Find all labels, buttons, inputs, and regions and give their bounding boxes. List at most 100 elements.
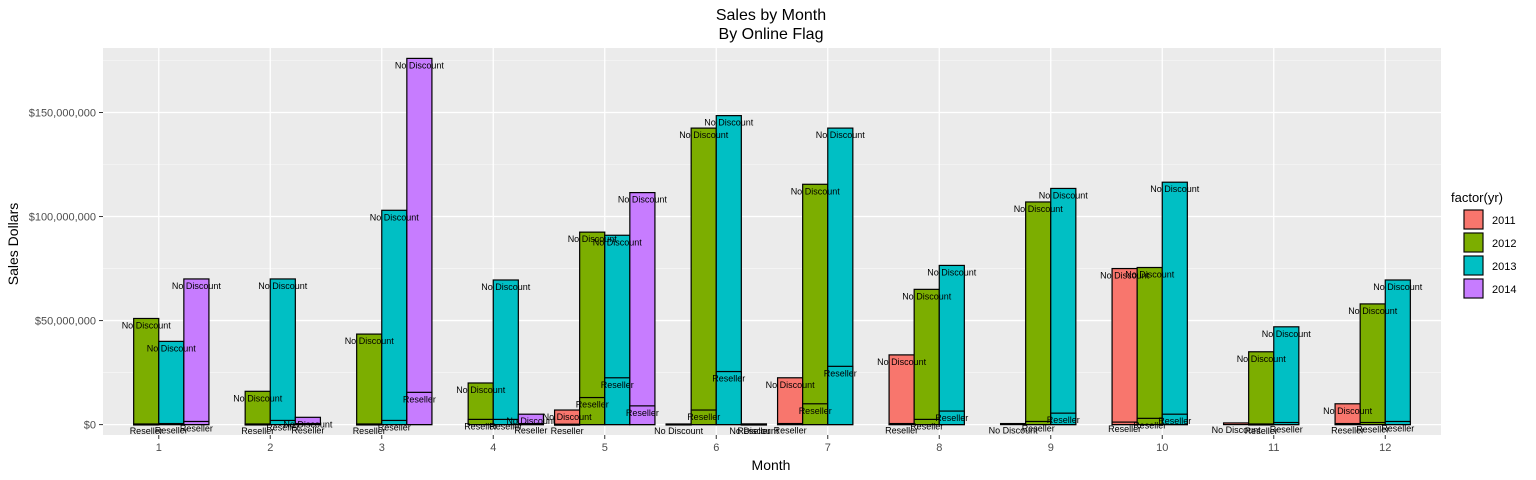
bar-label-reseller: Reseller xyxy=(799,406,832,416)
bar-2013-month-8-reseller xyxy=(938,410,965,426)
bar-label-reseller: Reseller xyxy=(464,421,497,431)
bar-2013-month-6-reseller xyxy=(715,370,742,426)
bar-label-reseller: Reseller xyxy=(1022,423,1055,433)
bar-label-reseller: Reseller xyxy=(130,426,163,436)
bar-label-reseller: Reseller xyxy=(910,421,943,431)
bar-label-reseller: Reseller xyxy=(885,426,918,436)
bar-label-reseller: Reseller xyxy=(601,380,634,390)
bar-label-no-discount: No Discount xyxy=(1125,270,1175,280)
bar-label-reseller: Reseller xyxy=(1270,425,1303,435)
plot-panel xyxy=(103,48,1441,435)
bar-label-no-discount: No Discount xyxy=(233,393,283,403)
x-tick-label: 1 xyxy=(156,442,162,454)
bar-label-reseller: Reseller xyxy=(774,426,807,436)
legend-key-2014 xyxy=(1463,278,1484,299)
bar-2012-month-6-no-discount xyxy=(690,127,717,426)
y-tick-label: $0 xyxy=(84,420,96,432)
bar-2011-month-10-no-discount xyxy=(1111,267,1138,426)
bar-label-reseller: Reseller xyxy=(1245,426,1278,436)
x-axis-title: Month xyxy=(752,457,791,473)
bar-2014-month-5-no-discount xyxy=(629,192,656,426)
bar-label-no-discount: No Discount xyxy=(902,291,952,301)
bar-label-no-discount: No Discount xyxy=(877,357,927,367)
x-tick-label: 7 xyxy=(825,442,831,454)
legend-title: factor(yr) xyxy=(1451,190,1503,205)
bar-label-no-discount: No Discount xyxy=(1237,354,1287,364)
bar-2013-month-3-no-discount xyxy=(381,209,408,426)
bar-label-reseller: Reseller xyxy=(1133,420,1166,430)
bar-label-no-discount: No Discount xyxy=(1373,282,1423,292)
bar-label-no-discount: No Discount xyxy=(1348,306,1398,316)
bar-2012-month-10-no-discount xyxy=(1136,266,1163,426)
bar-label-no-discount: No Discount xyxy=(1014,204,1064,214)
bar-label-no-discount: No Discount xyxy=(654,426,704,436)
x-tick-label: 10 xyxy=(1156,442,1168,454)
bar-label-reseller: Reseller xyxy=(1047,415,1080,425)
x-tick-label: 3 xyxy=(379,442,385,454)
bar-label-no-discount: No Discount xyxy=(395,60,445,70)
bar-label-reseller: Reseller xyxy=(514,426,547,436)
bar-2011-month-6-no-discount xyxy=(665,423,692,426)
bar-label-no-discount: No Discount xyxy=(704,118,754,128)
bar-2011-month-7-reseller xyxy=(776,422,804,426)
y-axis-title: Sales Dollars xyxy=(5,203,21,285)
bar-label-no-discount: No Discount xyxy=(370,212,420,222)
bar-label-reseller: Reseller xyxy=(576,400,609,410)
bar-2014-month-4-reseller xyxy=(517,422,545,426)
bar-2012-month-1-no-discount xyxy=(133,317,160,426)
bar-2013-month-8-no-discount xyxy=(938,264,965,426)
bar-label-reseller: Reseller xyxy=(1331,426,1364,436)
bar-label-reseller: Reseller xyxy=(712,374,745,384)
bar-label-reseller: Reseller xyxy=(180,423,213,433)
y-axis: $0 $50,000,000 $100,000,000 $150,000,000 xyxy=(29,108,103,432)
bar-label-no-discount: No Discount xyxy=(679,130,729,140)
bar-2013-month-4-no-discount xyxy=(492,279,519,426)
bar-label-no-discount: No Discount xyxy=(568,234,618,244)
legend-key-2012 xyxy=(1463,232,1484,253)
bar-2014-month-3-reseller xyxy=(406,391,433,426)
bar-2012-month-5-no-discount xyxy=(579,231,606,426)
bar-label-reseller: Reseller xyxy=(551,426,584,436)
bar-2013-month-9-reseller xyxy=(1050,412,1077,426)
bar-2013-month-9-no-discount xyxy=(1050,187,1077,426)
bar-label-no-discount: No Discount xyxy=(1212,425,1262,435)
x-tick-label: 8 xyxy=(936,442,942,454)
bar-2013-month-11-reseller xyxy=(1273,421,1300,426)
legend-label-2011: 2011 xyxy=(1492,215,1516,227)
bar-2011-month-5-reseller xyxy=(553,423,581,426)
bar-label-no-discount: No Discount xyxy=(283,419,333,429)
bar-2013-month-10-reseller xyxy=(1161,413,1188,426)
chart-subtitle: By Online Flag xyxy=(719,26,824,43)
legend-label-2012: 2012 xyxy=(1492,238,1516,250)
bar-2014-month-3-no-discount xyxy=(406,57,433,426)
bar-2013-month-12-reseller xyxy=(1384,420,1411,426)
bar-label-no-discount: No Discount xyxy=(1100,271,1150,281)
bar-label-reseller: Reseller xyxy=(687,412,720,422)
x-tick-label: 9 xyxy=(1048,442,1054,454)
x-tick-label: 5 xyxy=(602,442,608,454)
legend-key-2013 xyxy=(1463,255,1484,276)
bar-2013-month-12-no-discount xyxy=(1384,279,1411,426)
bar-2012-month-2-no-discount xyxy=(244,390,271,426)
x-tick-label: 2 xyxy=(267,442,273,454)
bar-label-no-discount: No Discount xyxy=(1262,329,1312,339)
bar-label-reseller: Reseller xyxy=(291,426,324,436)
bar-label-no-discount: No Discount xyxy=(122,320,172,330)
chart-title: Sales by Month xyxy=(716,7,826,24)
bar-2013-month-10-no-discount xyxy=(1161,181,1188,426)
legend-key-2011 xyxy=(1463,209,1484,230)
bar-2014-month-2-reseller xyxy=(294,422,322,426)
bar-label-reseller: Reseller xyxy=(489,421,522,431)
bar-label-no-discount: No Discount xyxy=(816,130,866,140)
bar-label-no-discount: No Discount xyxy=(147,343,197,353)
bar-label-no-discount: No Discount xyxy=(506,416,556,426)
bar-label-reseller: Reseller xyxy=(241,426,274,436)
bar-2012-month-12-no-discount xyxy=(1359,303,1386,426)
bar-2014-month-1-no-discount xyxy=(183,278,210,426)
bar-label-no-discount: No Discount xyxy=(791,186,841,196)
bar-2014-month-6-reseller xyxy=(740,423,768,426)
bar-label-reseller: Reseller xyxy=(403,394,436,404)
bar-label-reseller: Reseller xyxy=(1158,416,1191,426)
